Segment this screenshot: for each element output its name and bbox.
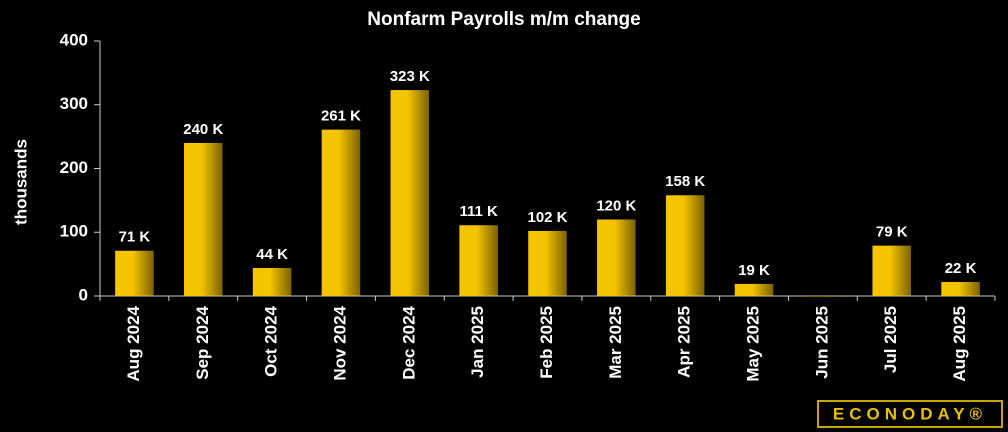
logo: ECONODAY®	[833, 404, 987, 423]
x-tick-label: Aug 2025	[950, 306, 969, 382]
value-label: 44 K	[256, 246, 288, 263]
x-tick-label: Jun 2025	[812, 306, 831, 379]
x-tick-label: Nov 2024	[330, 305, 349, 380]
x-tick-label: Jul 2025	[881, 306, 900, 373]
bar	[665, 195, 705, 296]
logo-box	[817, 400, 1003, 428]
bar	[872, 245, 912, 296]
value-label: 71 K	[119, 229, 151, 246]
bar	[597, 219, 636, 296]
bar	[941, 281, 980, 296]
bar	[734, 283, 774, 296]
x-tick-label: Apr 2025	[675, 306, 694, 378]
y-tick-label: 300	[60, 94, 88, 113]
bar	[459, 225, 498, 296]
y-axis-label: thousands	[11, 139, 30, 225]
y-tick-label: 400	[60, 30, 88, 49]
value-label: 261 K	[321, 108, 361, 125]
bar	[183, 143, 223, 296]
bar	[321, 129, 361, 296]
value-label: 79 K	[876, 224, 908, 241]
x-tick-label: Dec 2024	[399, 305, 418, 379]
value-label: 22 K	[945, 260, 977, 277]
x-tick-label: May 2025	[744, 306, 763, 382]
x-tick-label: Jan 2025	[468, 306, 487, 378]
value-label: 158 K	[665, 173, 705, 190]
value-label: 111 K	[459, 203, 498, 220]
value-label: 19 K	[738, 262, 770, 279]
x-tick-label: Sep 2024	[193, 305, 212, 379]
value-label: 102 K	[527, 209, 567, 226]
x-tick-label: Mar 2025	[606, 306, 625, 379]
x-tick-label: Aug 2024	[124, 305, 143, 381]
y-tick-label: 100	[60, 222, 88, 241]
chart-title: Nonfarm Payrolls m/m change	[367, 9, 640, 30]
value-label: 240 K	[183, 121, 223, 138]
y-tick-label: 0	[79, 285, 88, 304]
value-label: 323 K	[390, 68, 430, 85]
value-label: 120 K	[596, 197, 636, 214]
bar	[115, 250, 154, 296]
bar	[252, 267, 292, 296]
x-tick-label: Oct 2024	[262, 305, 281, 376]
x-tick-label: Feb 2025	[537, 306, 556, 379]
y-tick-label: 200	[60, 158, 88, 177]
bar	[803, 296, 843, 297]
bar	[528, 230, 567, 296]
bar	[390, 90, 430, 297]
